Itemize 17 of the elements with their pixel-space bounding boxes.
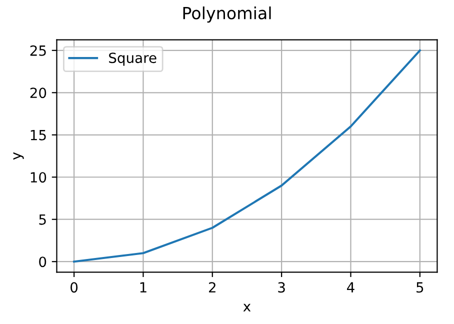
x-tick-label: 2	[208, 282, 216, 292]
y-tick-label: 15	[30, 130, 46, 140]
x-tick-label: 1	[140, 282, 146, 292]
x-tick-label: 4	[346, 282, 354, 292]
y-tick-label: 25	[30, 45, 46, 56]
y-tick-label: 0	[39, 256, 46, 268]
x-tick-label: 0	[70, 282, 78, 293]
y-axis-title: y	[13, 152, 24, 160]
x-tick-label: 5	[416, 282, 424, 293]
chart-title: Polynomial	[183, 6, 271, 23]
legend-label: Square	[109, 52, 156, 66]
y-tick-label: 10	[30, 172, 46, 183]
x-tick-label: 3	[278, 282, 285, 293]
y-tick-label: 5	[39, 214, 46, 225]
x-axis-title: x	[243, 304, 251, 312]
line-series	[73, 49, 421, 263]
y-tick-label: 20	[30, 88, 46, 98]
